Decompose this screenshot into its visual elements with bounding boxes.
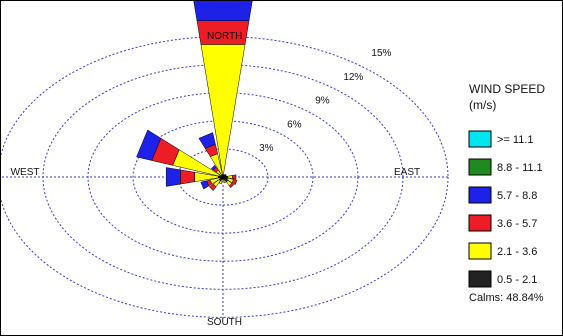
legend-swatch xyxy=(468,158,492,176)
legend-label: 2.1 - 3.6 xyxy=(497,246,537,258)
legend-title: WIND SPEED xyxy=(469,82,545,96)
petal-SE-3-6-5-7 xyxy=(228,182,235,189)
petal-W-5-7-8-8 xyxy=(165,167,181,187)
petal-W-3-6-5-7 xyxy=(180,169,195,185)
legend-units: (m/s) xyxy=(469,98,496,112)
ring-label: 15% xyxy=(371,48,391,59)
petal-NNW-5-7-8-8 xyxy=(198,132,216,149)
petal-N-2-1-3-6 xyxy=(200,44,246,175)
compass-south: SOUTH xyxy=(207,317,242,328)
legend-label: 0.5 - 2.1 xyxy=(497,274,537,286)
petal-WSW-5-7-8-8 xyxy=(200,180,210,190)
ring-label: 9% xyxy=(315,96,330,107)
compass-east: EAST xyxy=(394,167,420,178)
calms-label: Calms: 48.84% xyxy=(469,292,544,304)
petal-SW-3-6-5-7 xyxy=(208,183,217,192)
legend-items: >= 11.1 8.8 - 11.1 5.7 - 8.8 3.6 - 5.7 2.1 -… xyxy=(468,130,543,288)
compass-west: WEST xyxy=(11,167,40,178)
petal-WNW-5-7-8-8 xyxy=(136,129,162,161)
legend-swatch xyxy=(468,270,492,288)
petal-ESE-3-6-5-7 xyxy=(231,179,238,185)
legend-swatch xyxy=(468,242,492,260)
ring-label: 12% xyxy=(343,72,363,83)
legend-label: 8.8 - 11.1 xyxy=(497,162,543,174)
legend-label: 5.7 - 8.8 xyxy=(497,190,537,202)
legend-swatch xyxy=(468,186,492,204)
petal-SSW-2-1-3-6 xyxy=(218,179,223,185)
legend-label: >= 11.1 xyxy=(497,134,534,146)
petal-SSE-2-1-3-6 xyxy=(223,179,227,184)
legend-swatch xyxy=(468,214,492,232)
petal-N-5-7-8-8 xyxy=(193,1,253,21)
legend: WIND SPEED (m/s) >= 11.1 8.8 - 11.1 5.7 - … xyxy=(468,82,545,304)
ring-label: 3% xyxy=(259,143,274,154)
chart-labels: 3% 6% 9% 12% 15% NORTH SOUTH EAST WEST xyxy=(11,31,421,328)
legend-swatch xyxy=(468,130,492,148)
chart-petals xyxy=(136,1,253,192)
ring-label: 6% xyxy=(287,119,302,130)
petal-NW-5-7-8-8 xyxy=(210,164,217,171)
petal-E-3-6-5-7 xyxy=(232,174,237,180)
compass-north: NORTH xyxy=(207,31,242,42)
legend-label: 3.6 - 5.7 xyxy=(497,218,537,230)
